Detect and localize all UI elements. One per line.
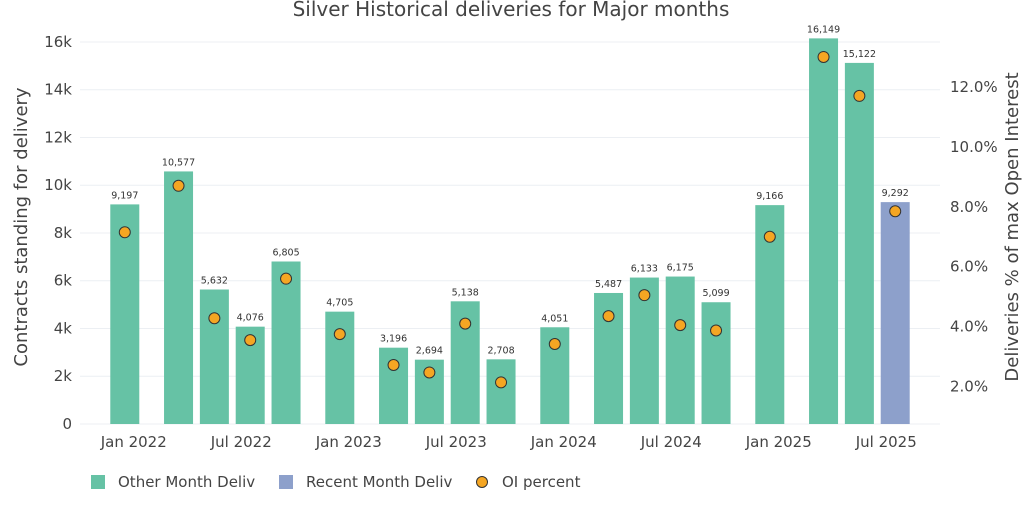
legend-label: Recent Month Deliv — [306, 473, 453, 491]
y-tick-label: 0 — [62, 415, 72, 433]
data-label: 5,632 — [201, 276, 228, 287]
y2-tick-label: 4.0% — [950, 318, 988, 336]
oi-marker — [853, 89, 866, 102]
oi-marker — [710, 324, 723, 337]
data-label: 9,197 — [111, 190, 138, 201]
data-label: 16,149 — [807, 24, 840, 35]
oi-marker — [763, 230, 776, 243]
x-tick-label: Jul 2025 — [855, 433, 917, 451]
oi-marker — [280, 272, 293, 285]
x-tick-label: Jan 2023 — [315, 433, 382, 451]
y-tick-label: 4k — [54, 319, 73, 337]
data-label: 2,694 — [416, 346, 443, 357]
oi-marker — [208, 312, 221, 325]
y2-tick-label: 8.0% — [950, 198, 988, 216]
data-label: 4,051 — [541, 313, 568, 324]
oi-marker — [459, 317, 472, 330]
bar — [199, 289, 229, 424]
y-axis-ticks: 0 2k 4k 6k 8k 10k 12k 14k 16k — [44, 33, 72, 433]
data-label: 5,138 — [452, 287, 479, 298]
data-label: 6,133 — [631, 264, 658, 275]
bar — [880, 202, 910, 424]
oi-markers — [118, 50, 902, 389]
oi-marker — [602, 310, 615, 323]
data-label: 9,292 — [882, 188, 909, 199]
bar — [665, 276, 695, 424]
data-label: 2,708 — [487, 345, 514, 356]
data-label: 5,487 — [595, 279, 622, 290]
oi-marker — [423, 366, 436, 379]
y-axis-title: Contracts standing for delivery — [11, 87, 32, 366]
x-tick-label: Jul 2023 — [425, 433, 487, 451]
y-tick-label: 16k — [44, 33, 72, 51]
oi-marker — [638, 289, 651, 302]
x-tick-label: Jul 2022 — [210, 433, 272, 451]
bar — [110, 204, 140, 424]
oi-marker — [244, 334, 257, 347]
y-tick-label: 14k — [44, 81, 72, 99]
x-axis-ticks: Jan 2022 Jul 2022 Jan 2023 Jul 2023 Jan 2024… — [100, 433, 917, 451]
chart-title: Silver Historical deliveries for Major m… — [293, 0, 730, 21]
y-tick-label: 12k — [44, 128, 72, 146]
oi-marker — [548, 338, 561, 351]
data-label: 15,122 — [843, 49, 876, 60]
oi-marker — [817, 50, 830, 63]
y-tick-label: 2k — [54, 367, 73, 385]
oi-marker — [495, 376, 508, 389]
legend-label: OI percent — [502, 473, 581, 491]
data-label: 5,099 — [702, 288, 729, 299]
legend-swatch — [91, 475, 105, 489]
oi-marker — [387, 358, 400, 371]
bar — [486, 359, 516, 424]
y2-tick-label: 10.0% — [950, 138, 998, 156]
x-tick-label: Jul 2024 — [640, 433, 702, 451]
data-label: 6,805 — [272, 248, 299, 259]
data-label: 9,166 — [756, 191, 783, 202]
legend: Other Month Deliv Recent Month Deliv OI pe… — [91, 473, 581, 491]
bars — [110, 38, 910, 424]
oi-marker — [172, 179, 185, 192]
y-tick-label: 6k — [54, 272, 73, 290]
data-label: 3,196 — [380, 334, 407, 345]
oi-marker — [118, 226, 131, 239]
data-label: 4,076 — [237, 313, 264, 324]
oi-marker — [333, 328, 346, 341]
x-tick-label: Jan 2025 — [745, 433, 812, 451]
oi-marker — [889, 205, 902, 218]
x-tick-label: Jan 2022 — [100, 433, 167, 451]
legend-swatch — [279, 475, 293, 489]
legend-marker — [476, 476, 488, 488]
y-tick-label: 8k — [54, 224, 73, 242]
y2-tick-label: 12.0% — [950, 78, 998, 96]
bar — [271, 261, 301, 424]
y-tick-label: 10k — [44, 176, 72, 194]
data-label: 10,577 — [162, 157, 195, 168]
y2-tick-label: 6.0% — [950, 258, 988, 276]
bar — [164, 171, 194, 424]
x-tick-label: Jan 2024 — [530, 433, 597, 451]
data-labels: 9,197 10,577 5,632 4,076 6,805 4,705 3,196 2,69… — [111, 24, 909, 356]
data-label: 6,175 — [667, 263, 694, 274]
data-label: 4,705 — [326, 298, 353, 309]
y2-axis-title: Deliveries % of max Open Interest — [1002, 72, 1023, 381]
bar — [629, 277, 659, 424]
bar — [844, 62, 874, 424]
oi-marker — [674, 319, 687, 332]
bar — [809, 38, 839, 424]
y2-axis-ticks: 2.0% 4.0% 6.0% 8.0% 10.0% 12.0% — [950, 78, 998, 396]
legend-label: Other Month Deliv — [118, 473, 255, 491]
bar — [701, 302, 731, 424]
y2-tick-label: 2.0% — [950, 378, 988, 396]
